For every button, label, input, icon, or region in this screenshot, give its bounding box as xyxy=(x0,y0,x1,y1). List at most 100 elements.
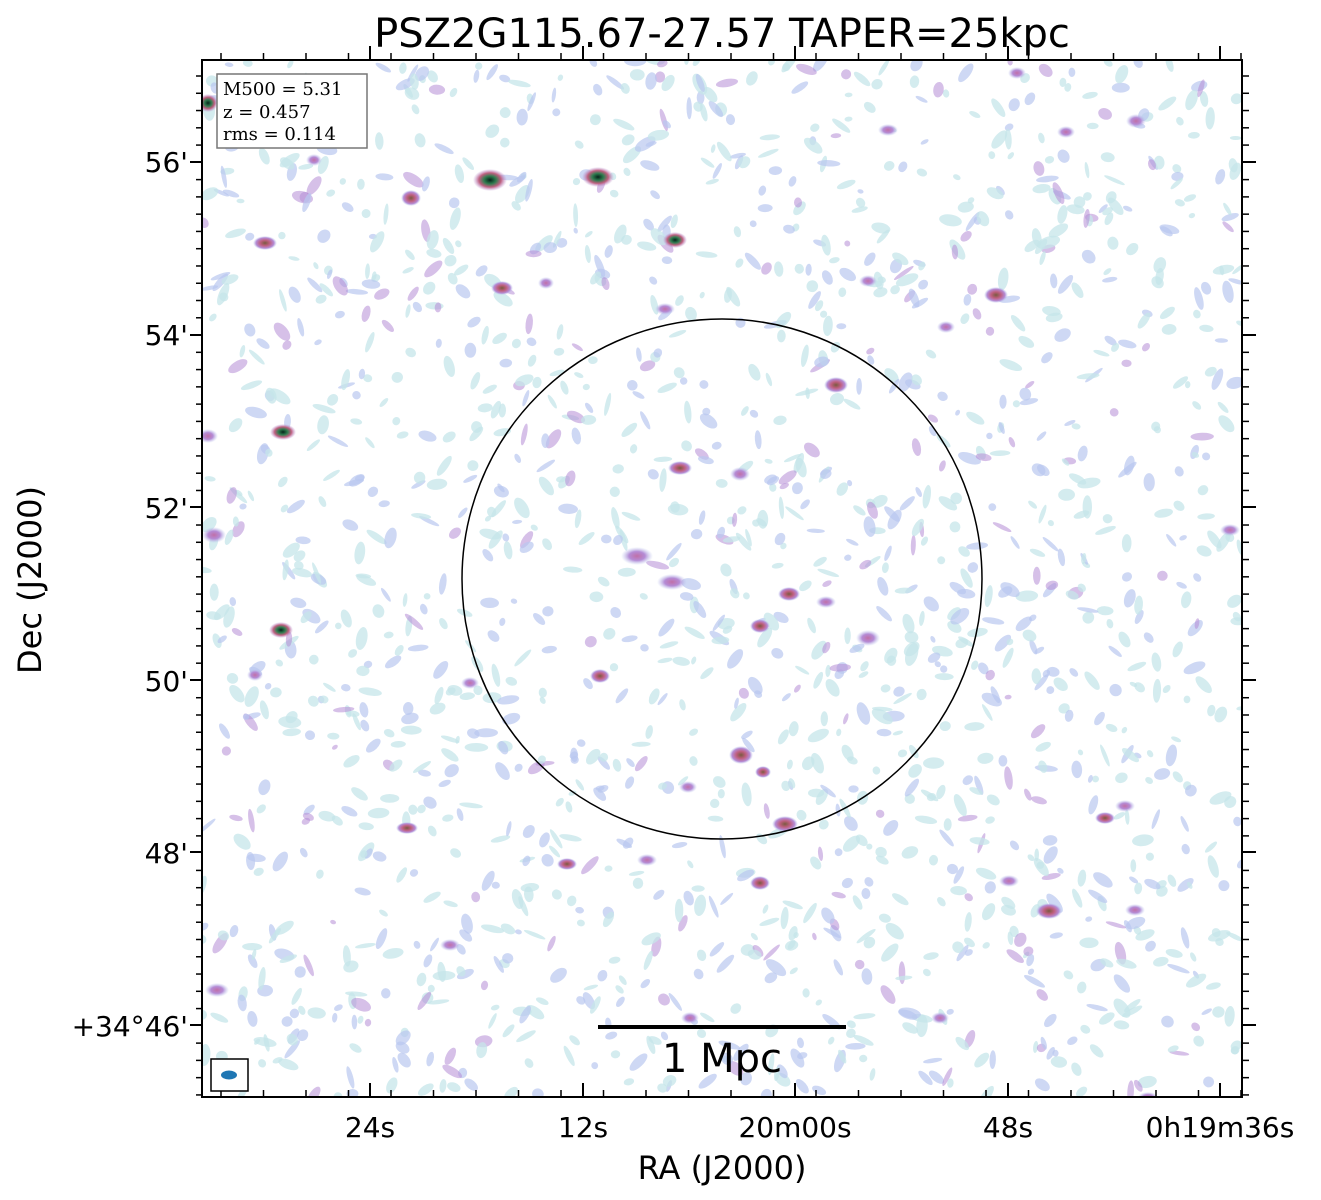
noise-speck xyxy=(1099,1012,1115,1025)
noise-speck xyxy=(402,702,414,715)
noise-speck xyxy=(788,778,796,789)
noise-speck xyxy=(355,942,376,949)
noise-speck xyxy=(863,101,876,113)
noise-speck xyxy=(636,347,642,362)
noise-speck xyxy=(795,388,819,396)
noise-speck xyxy=(639,360,656,372)
noise-speck xyxy=(282,559,289,581)
noise-speck xyxy=(844,116,853,122)
noise-speck xyxy=(867,501,878,519)
noise-speck xyxy=(1024,92,1036,106)
noise-speck xyxy=(814,300,824,312)
noise-speck xyxy=(456,966,466,977)
noise-speck xyxy=(797,1037,804,1049)
noise-speck xyxy=(849,643,865,653)
noise-speck xyxy=(951,244,959,260)
noise-speck xyxy=(1194,618,1200,629)
noise-speck xyxy=(720,563,732,577)
noise-speck xyxy=(873,287,888,298)
radio-source xyxy=(755,766,771,778)
noise-speck xyxy=(1129,681,1138,687)
noise-speck xyxy=(375,62,392,73)
noise-speck xyxy=(1079,937,1099,949)
noise-speck xyxy=(717,789,725,799)
noise-speck xyxy=(1180,927,1190,949)
noise-speck xyxy=(871,222,891,234)
noise-speck xyxy=(444,254,457,267)
noise-speck xyxy=(694,894,707,917)
noise-speck xyxy=(863,936,876,949)
noise-speck xyxy=(657,215,672,232)
noise-speck xyxy=(244,323,256,337)
noise-speck xyxy=(482,384,497,394)
noise-speck xyxy=(1081,249,1096,264)
noise-speck xyxy=(288,256,300,261)
noise-speck xyxy=(383,203,389,225)
noise-speck xyxy=(833,959,844,976)
cluster-aperture-circle xyxy=(461,318,983,840)
noise-speck xyxy=(575,906,584,914)
noise-speck xyxy=(1015,590,1039,602)
noise-speck xyxy=(256,338,270,349)
noise-speck xyxy=(563,566,583,573)
noise-speck xyxy=(985,326,995,336)
noise-speck xyxy=(1092,775,1099,783)
noise-speck xyxy=(984,585,993,608)
noise-speck xyxy=(1004,766,1013,790)
noise-speck xyxy=(217,635,227,644)
noise-speck xyxy=(899,496,915,511)
noise-speck xyxy=(1188,213,1196,219)
noise-speck xyxy=(609,189,619,198)
noise-speck xyxy=(1197,79,1205,98)
noise-speck xyxy=(1184,381,1191,389)
noise-speck xyxy=(1038,760,1048,773)
noise-speck xyxy=(1190,432,1214,441)
noise-speck xyxy=(470,372,481,390)
noise-speck xyxy=(902,1022,918,1034)
noise-speck xyxy=(752,519,760,527)
noise-speck xyxy=(226,487,237,504)
noise-speck xyxy=(490,835,511,843)
noise-speck xyxy=(522,825,535,838)
noise-speck xyxy=(971,660,979,670)
noise-speck xyxy=(708,895,719,918)
noise-speck xyxy=(886,655,897,666)
noise-speck xyxy=(880,684,891,693)
noise-speck xyxy=(872,766,881,775)
noise-speck xyxy=(210,1012,229,1023)
noise-speck xyxy=(749,220,757,228)
noise-speck xyxy=(866,843,873,850)
noise-speck xyxy=(727,1061,744,1076)
noise-speck xyxy=(621,422,638,437)
noise-speck xyxy=(1028,500,1038,509)
noise-speck xyxy=(982,942,990,949)
noise-speck xyxy=(245,232,255,241)
noise-speck xyxy=(312,404,336,414)
noise-speck xyxy=(1083,192,1092,201)
noise-speck xyxy=(1026,954,1035,967)
noise-speck xyxy=(455,284,471,299)
noise-speck xyxy=(836,179,856,190)
noise-speck xyxy=(574,509,582,529)
noise-speck xyxy=(619,529,628,551)
noise-speck xyxy=(497,695,520,705)
noise-speck xyxy=(871,708,893,725)
noise-speck xyxy=(302,192,312,213)
noise-speck xyxy=(458,507,468,518)
noise-speck xyxy=(628,870,645,876)
noise-speck xyxy=(1118,339,1137,349)
noise-speck xyxy=(829,663,851,672)
noise-speck xyxy=(1191,451,1200,458)
noise-speck xyxy=(908,744,919,759)
noise-speck xyxy=(360,719,370,732)
noise-speck xyxy=(341,202,354,212)
noise-speck xyxy=(378,500,390,508)
noise-speck xyxy=(938,496,958,511)
noise-speck xyxy=(423,891,441,903)
beam-indicator xyxy=(210,1058,249,1092)
noise-speck xyxy=(584,402,594,413)
noise-speck xyxy=(408,804,418,815)
info-box: M500 = 5.31 z = 0.457 rms = 0.114 xyxy=(216,73,368,149)
noise-speck xyxy=(417,1083,434,1096)
noise-speck xyxy=(999,359,1023,372)
